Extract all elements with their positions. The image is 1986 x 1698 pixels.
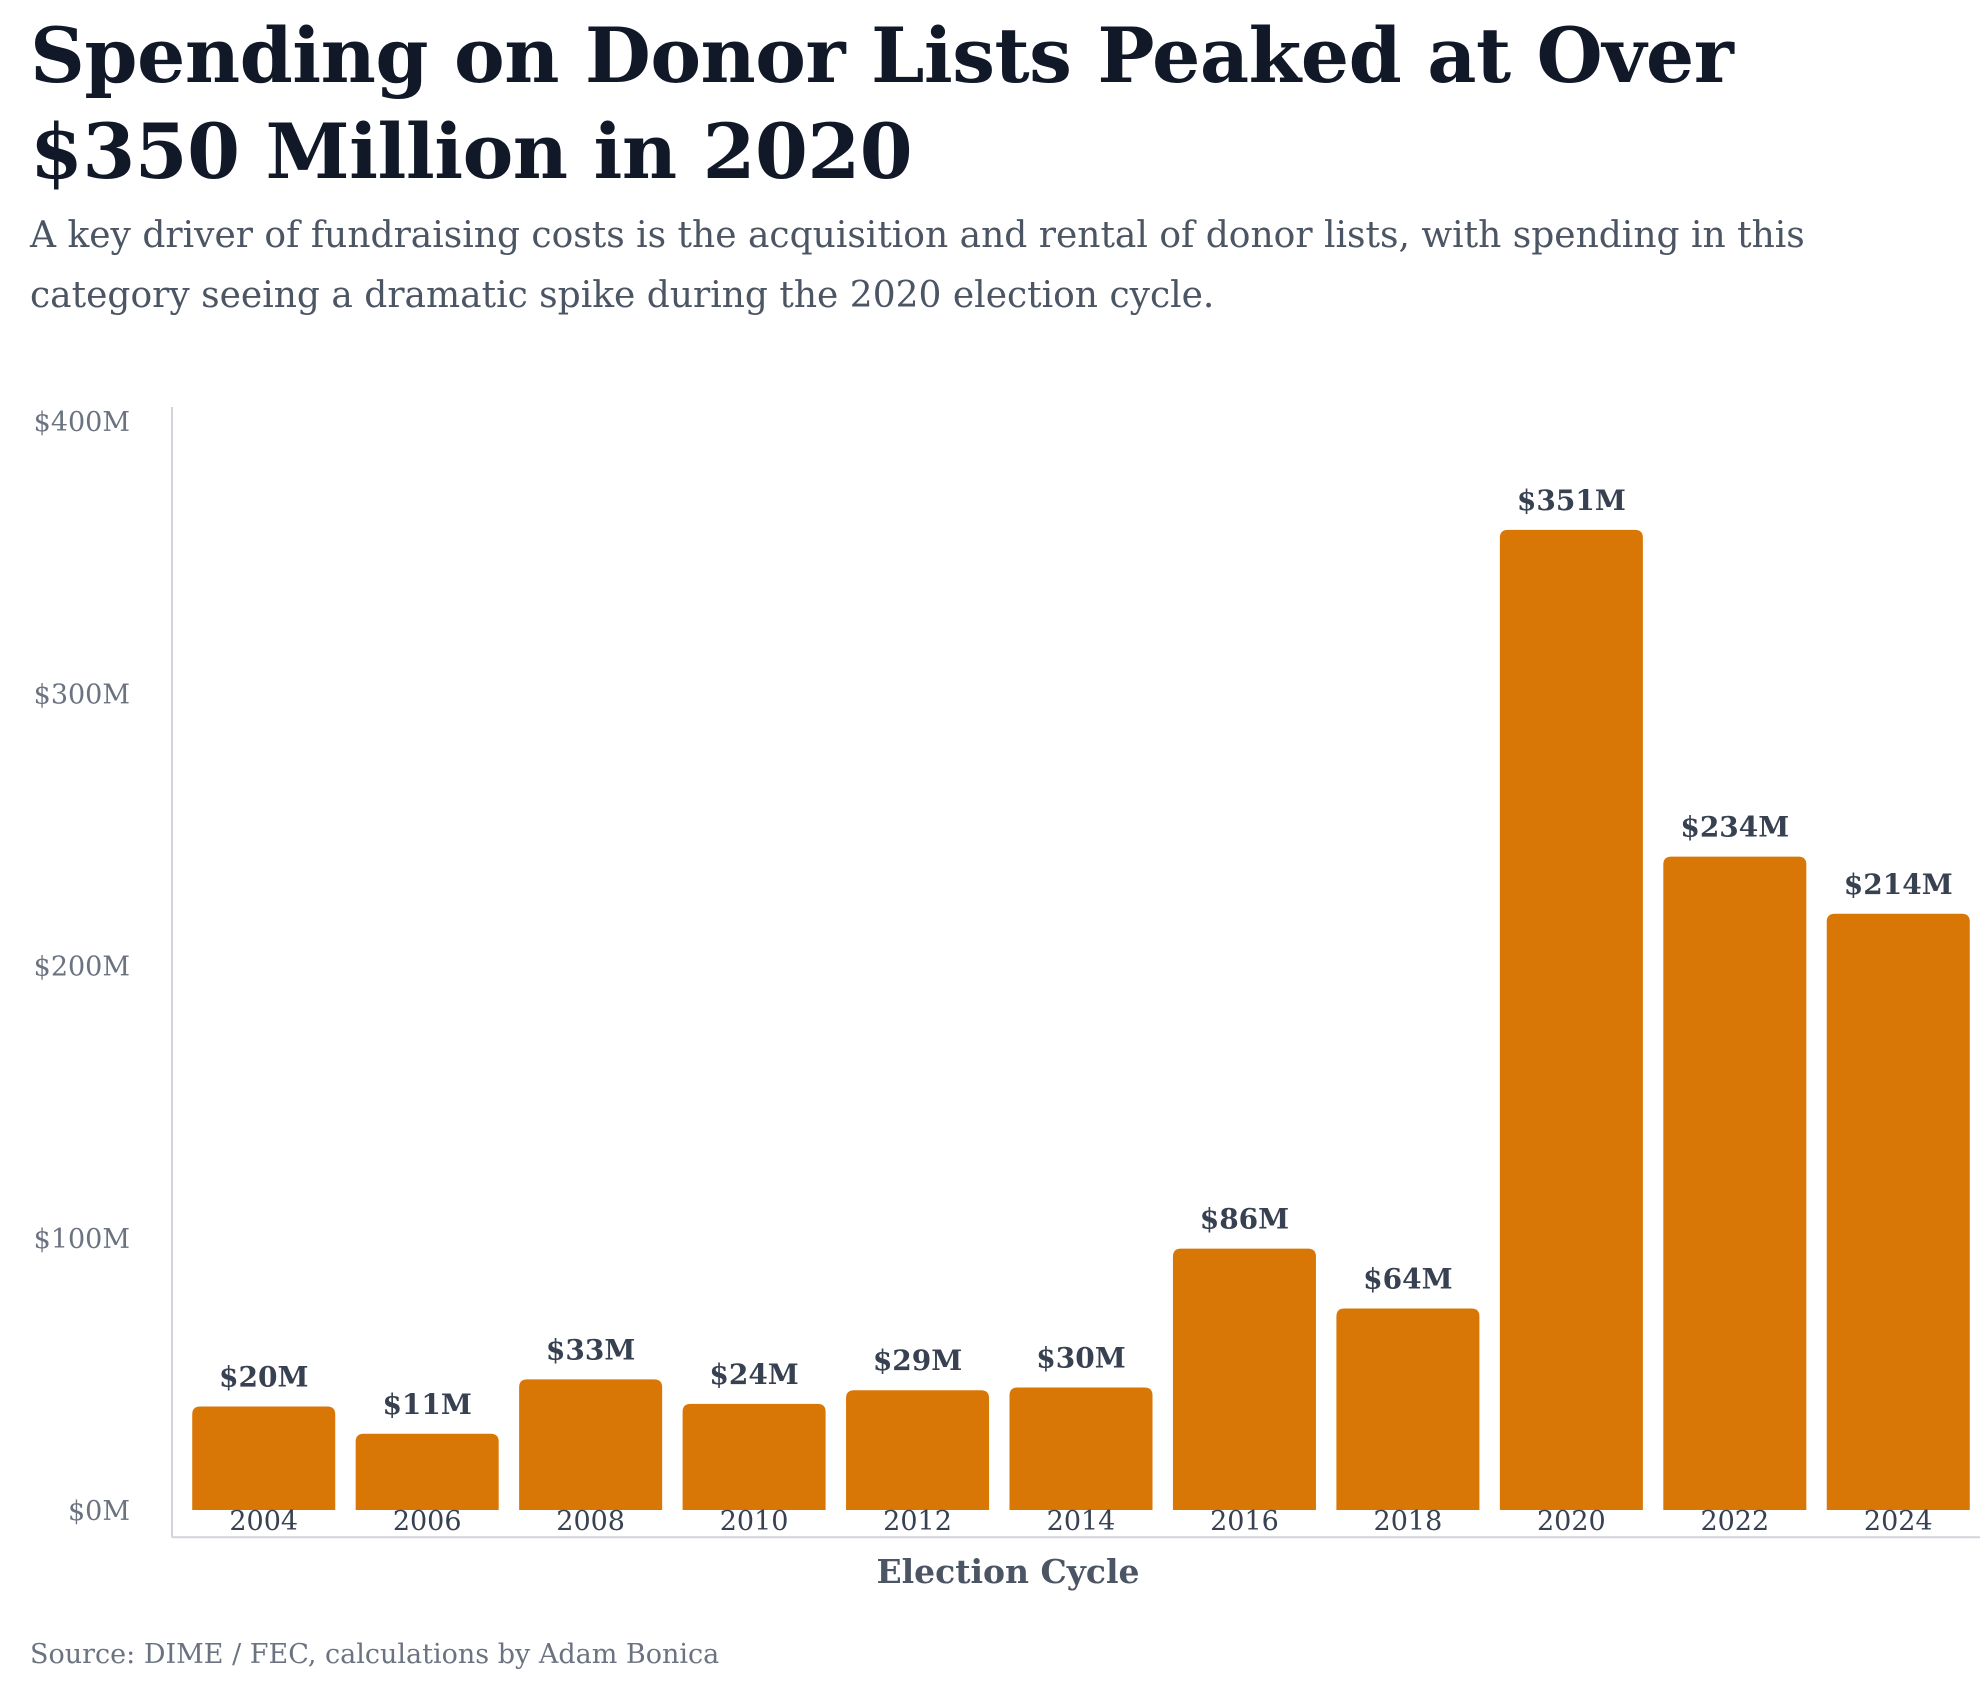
x-tick-label: 2004 [229,1506,298,1537]
bar-2006 [355,1433,499,1510]
data-label-2004: $20M [219,1361,308,1394]
x-tick-label: 2008 [556,1506,625,1537]
data-label-2006: $11M [382,1388,471,1421]
bar-2012 [846,1390,990,1510]
y-tick-label: $0M [68,1496,130,1527]
data-label-2008: $33M [546,1333,635,1366]
bar-2022 [1663,856,1807,1510]
x-tick-label: 2020 [1537,1506,1606,1537]
data-label-2018: $64M [1363,1263,1452,1296]
x-tick-label: 2006 [393,1506,462,1537]
y-tick-label: $200M [34,952,130,983]
x-tick-label: 2014 [1047,1506,1116,1537]
data-label-2010: $24M [709,1358,798,1391]
source-note: Source: DIME / FEC, calculations by Adam… [30,1639,720,1670]
chart-title: Spending on Donor Lists Peaked at Over $… [30,11,1734,196]
x-tick-label: 2018 [1374,1506,1443,1537]
y-tick-label: $100M [34,1224,130,1255]
data-label-2016: $86M [1200,1203,1289,1236]
bar-2020 [1499,529,1643,1510]
data-label-2024: $214M [1844,868,1953,901]
bar-2010 [682,1403,826,1510]
x-tick-label: 2024 [1864,1506,1933,1537]
y-tick-label: $300M [34,679,130,710]
chart-subtitle: A key driver of fundraising costs is the… [30,215,1805,316]
bar-2008 [519,1379,663,1510]
data-label-2014: $30M [1036,1341,1125,1374]
bar-2014 [1009,1387,1153,1510]
bar-2024 [1826,913,1970,1510]
chart-area: $0M $100M $200M $300M $400M $20M 2004 $11M 2006 $… [0,390,1986,1610]
y-tick-label: $400M [34,407,130,438]
x-tick-label: 2010 [720,1506,789,1537]
x-tick-label: 2016 [1210,1506,1279,1537]
data-label-2022: $234M [1680,811,1789,844]
x-tick-label: 2022 [1700,1506,1769,1537]
bar-2016 [1172,1248,1316,1510]
x-axis-title: Election Cycle [876,1552,1139,1591]
bar-2018 [1336,1308,1480,1510]
bar-2004 [192,1406,336,1510]
bar-chart: $0M $100M $200M $300M $400M $20M 2004 $11M 2006 $… [34,407,1980,1591]
x-tick-label: 2012 [883,1506,952,1537]
data-label-2012: $29M [873,1344,962,1377]
data-label-2020: $351M [1517,484,1626,517]
